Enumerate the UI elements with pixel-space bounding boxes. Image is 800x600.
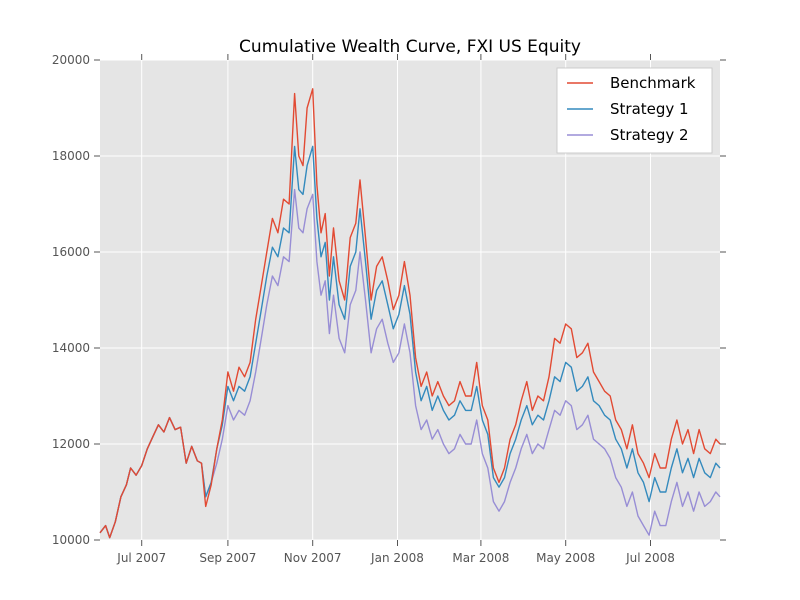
legend-label-strategy-2: Strategy 2	[610, 126, 689, 144]
legend-label-benchmark: Benchmark	[610, 74, 696, 92]
x-tick-label: Jul 2007	[116, 551, 166, 565]
chart-title: Cumulative Wealth Curve, FXI US Equity	[239, 37, 581, 57]
x-tick-label: Sep 2007	[199, 551, 256, 565]
x-tick-label: May 2008	[536, 551, 595, 565]
y-tick-label: 16000	[52, 245, 90, 259]
legend-box	[556, 67, 713, 154]
x-tick-label: Mar 2008	[452, 551, 509, 565]
x-tick-label: Jul 2008	[625, 551, 675, 565]
series-line-benchmark	[99, 88, 721, 539]
y-tick-label: 14000	[52, 341, 90, 355]
axis-ticks: 10000 12000 14000 16000 18000 20000 Jul 2007 Se…	[52, 53, 726, 565]
x-tick-label: Jan 2008	[370, 551, 424, 565]
legend-label-strategy-1: Strategy 1	[610, 100, 689, 118]
y-tick-label: 20000	[52, 53, 90, 67]
y-tick-label: 10000	[52, 533, 90, 547]
x-tick-label: Nov 2007	[284, 551, 342, 565]
series-lines	[99, 88, 721, 539]
y-tick-label: 18000	[52, 149, 90, 163]
legend: Benchmark Strategy 1 Strategy 2	[556, 67, 713, 154]
y-tick-label: 12000	[52, 437, 90, 451]
